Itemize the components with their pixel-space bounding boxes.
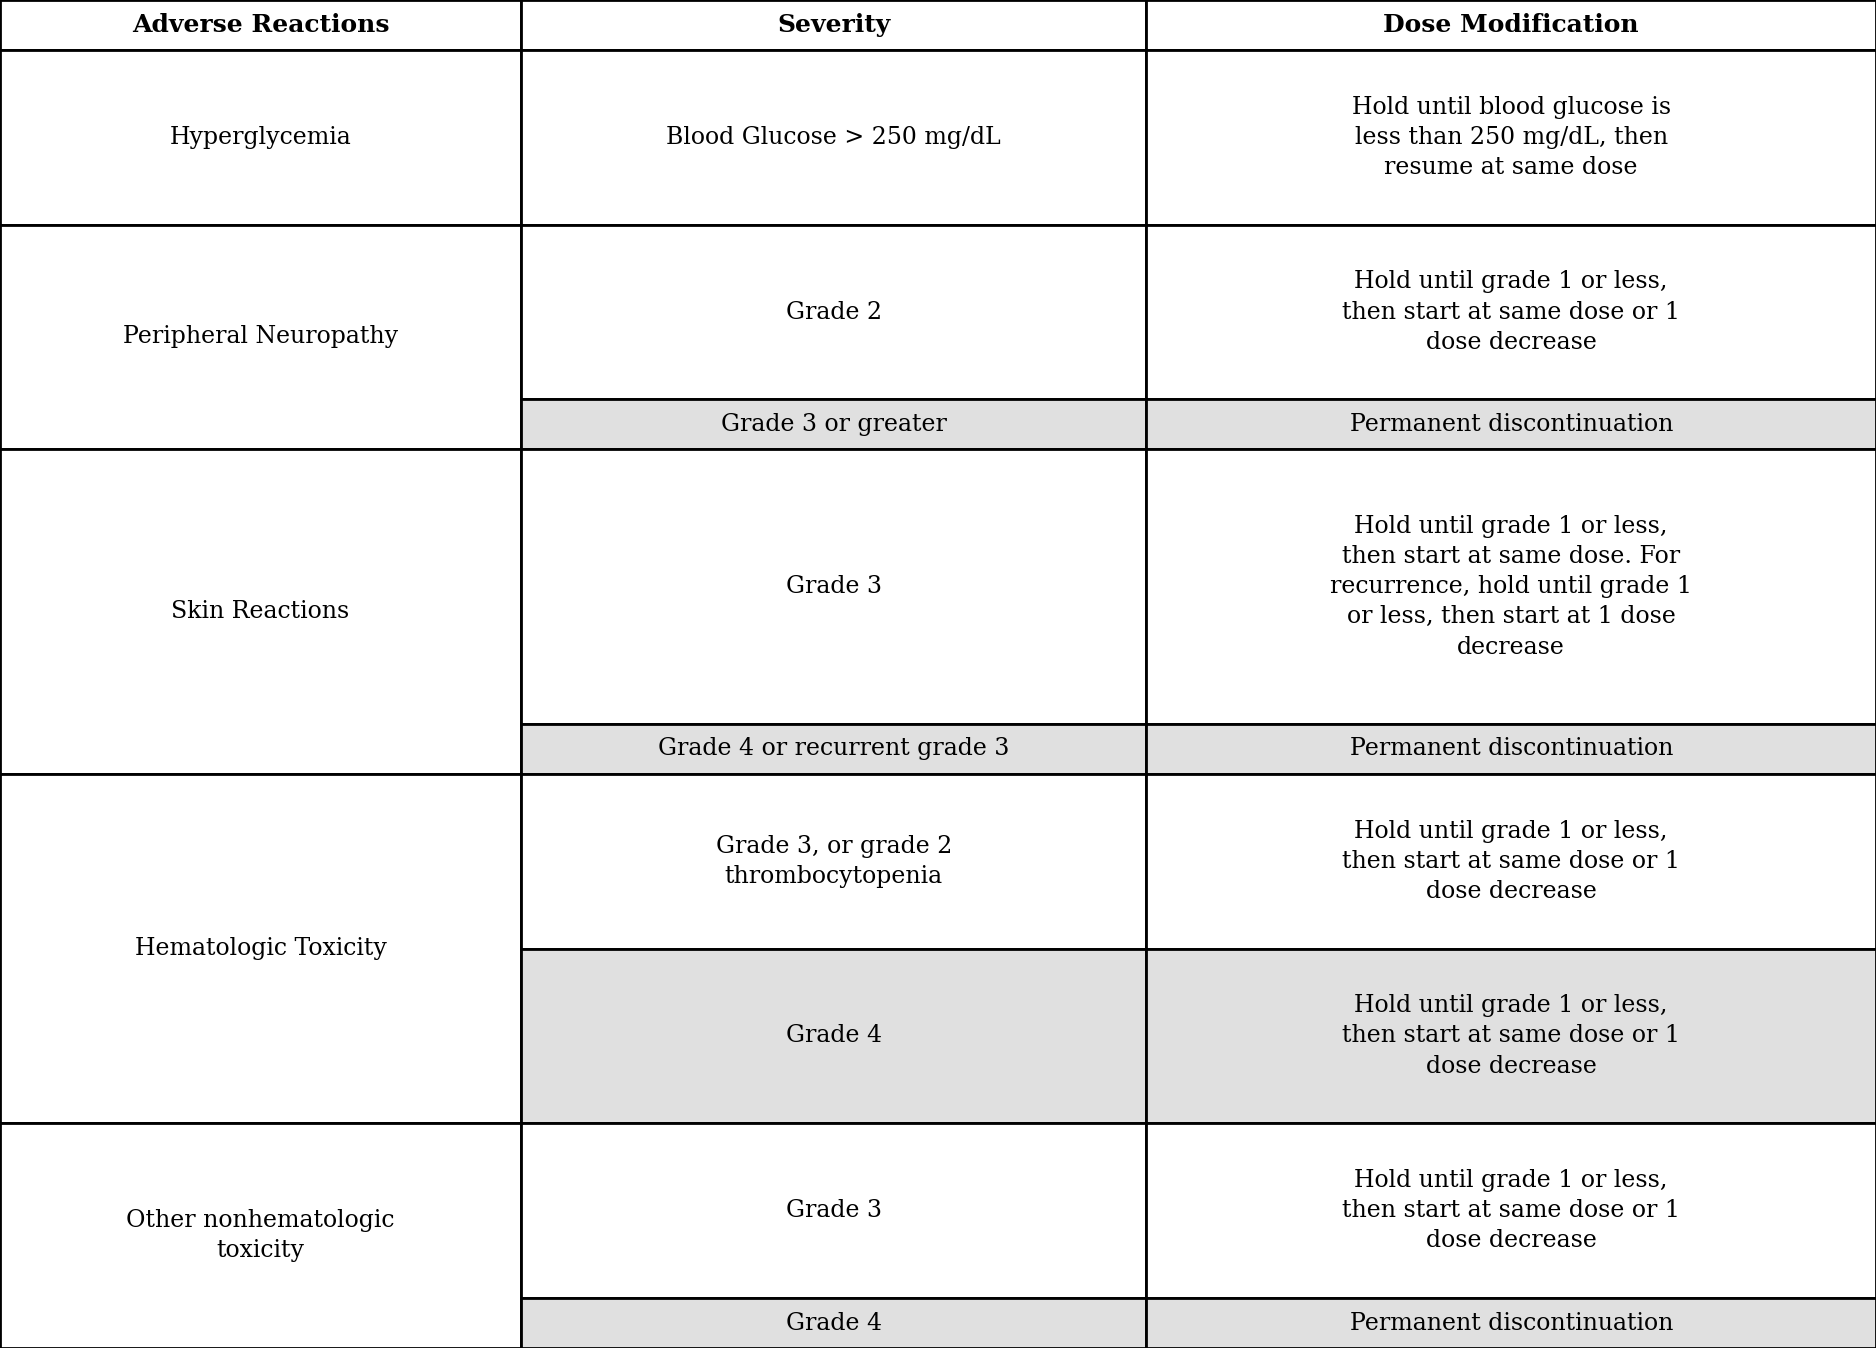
- Bar: [0, 1123, 522, 1348]
- Text: Hyperglycemia: Hyperglycemia: [169, 125, 351, 148]
- Text: Hold until grade 1 or less,
then start at same dose or 1
dose decrease: Hold until grade 1 or less, then start a…: [1341, 820, 1681, 903]
- Bar: [522, 774, 1146, 949]
- Bar: [522, 399, 1146, 449]
- Text: Permanent discontinuation: Permanent discontinuation: [1349, 1312, 1673, 1335]
- Text: Hold until blood glucose is
less than 250 mg/dL, then
resume at same dose: Hold until blood glucose is less than 25…: [1351, 96, 1672, 179]
- Bar: [1146, 774, 1876, 949]
- Bar: [0, 225, 522, 449]
- Text: Other nonhematologic
toxicity: Other nonhematologic toxicity: [126, 1209, 394, 1262]
- Bar: [1146, 0, 1876, 50]
- Text: Hold until grade 1 or less,
then start at same dose or 1
dose decrease: Hold until grade 1 or less, then start a…: [1341, 995, 1681, 1077]
- Bar: [0, 449, 522, 774]
- Bar: [522, 449, 1146, 724]
- Bar: [1146, 1298, 1876, 1348]
- Bar: [522, 1123, 1146, 1298]
- Bar: [1146, 225, 1876, 399]
- Text: Hematologic Toxicity: Hematologic Toxicity: [135, 937, 386, 960]
- Text: Blood Glucose > 250 mg/dL: Blood Glucose > 250 mg/dL: [666, 125, 1002, 148]
- Text: Peripheral Neuropathy: Peripheral Neuropathy: [124, 325, 398, 349]
- Text: Grade 3: Grade 3: [786, 576, 882, 599]
- Text: Grade 4: Grade 4: [786, 1312, 882, 1335]
- Text: Dose Modification: Dose Modification: [1383, 13, 1640, 36]
- Bar: [522, 724, 1146, 774]
- Text: Grade 4 or recurrent grade 3: Grade 4 or recurrent grade 3: [658, 737, 1009, 760]
- Text: Grade 3: Grade 3: [786, 1200, 882, 1223]
- Text: Permanent discontinuation: Permanent discontinuation: [1349, 737, 1673, 760]
- Text: Adverse Reactions: Adverse Reactions: [131, 13, 390, 36]
- Bar: [1146, 1123, 1876, 1298]
- Text: Hold until grade 1 or less,
then start at same dose. For
recurrence, hold until : Hold until grade 1 or less, then start a…: [1330, 515, 1692, 659]
- Bar: [522, 949, 1146, 1123]
- Bar: [1146, 50, 1876, 225]
- Text: Hold until grade 1 or less,
then start at same dose or 1
dose decrease: Hold until grade 1 or less, then start a…: [1341, 271, 1681, 353]
- Text: Grade 3 or greater: Grade 3 or greater: [720, 412, 947, 435]
- Text: Grade 2: Grade 2: [786, 301, 882, 324]
- Bar: [1146, 449, 1876, 724]
- Bar: [522, 225, 1146, 399]
- Bar: [522, 0, 1146, 50]
- Text: Severity: Severity: [777, 13, 891, 36]
- Text: Grade 4: Grade 4: [786, 1024, 882, 1047]
- Bar: [522, 50, 1146, 225]
- Bar: [0, 774, 522, 1123]
- Bar: [0, 0, 522, 50]
- Text: Hold until grade 1 or less,
then start at same dose or 1
dose decrease: Hold until grade 1 or less, then start a…: [1341, 1169, 1681, 1252]
- Bar: [1146, 724, 1876, 774]
- Bar: [522, 1298, 1146, 1348]
- Text: Skin Reactions: Skin Reactions: [171, 600, 349, 623]
- Bar: [1146, 949, 1876, 1123]
- Text: Permanent discontinuation: Permanent discontinuation: [1349, 412, 1673, 435]
- Bar: [1146, 399, 1876, 449]
- Text: Grade 3, or grade 2
thrombocytopenia: Grade 3, or grade 2 thrombocytopenia: [715, 834, 951, 888]
- Bar: [0, 50, 522, 225]
